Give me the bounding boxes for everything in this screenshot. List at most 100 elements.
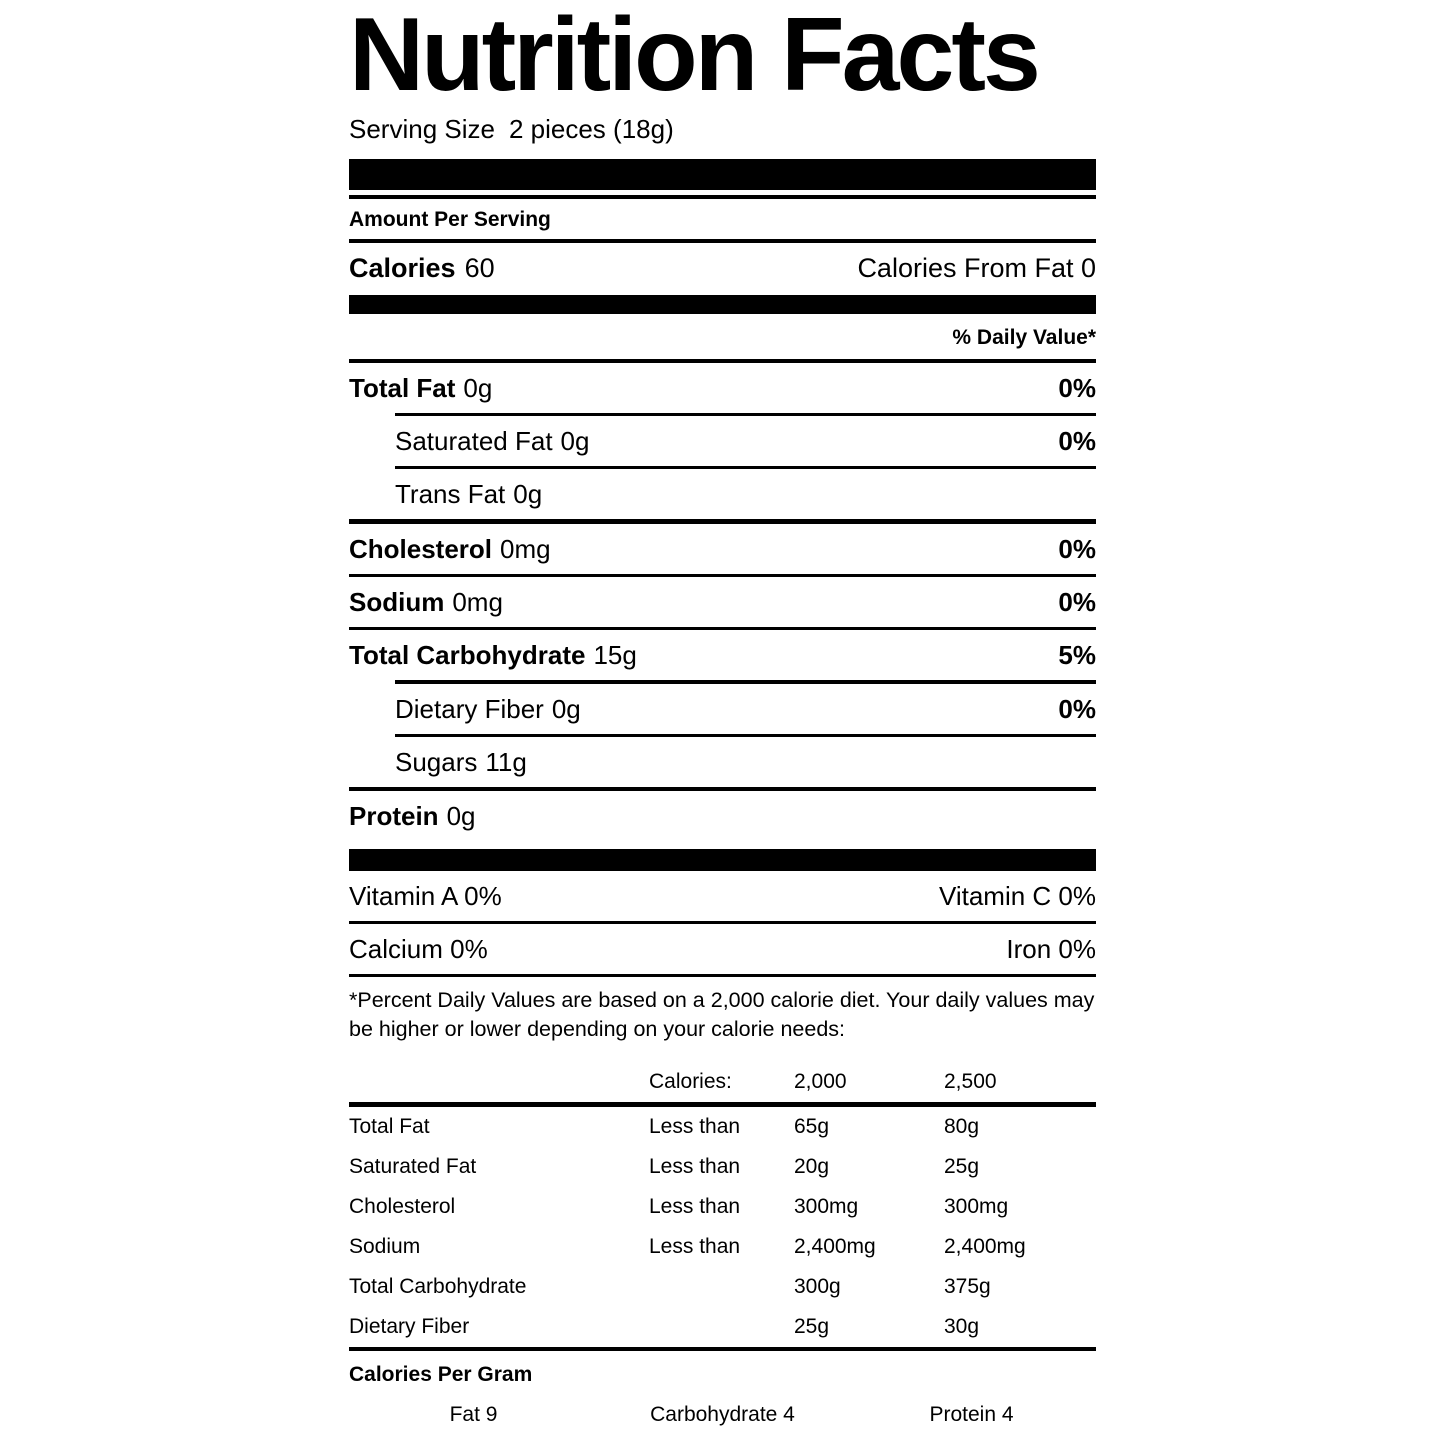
separator-rule (349, 973, 1096, 977)
calories-per-gram-values: Fat 9 Carbohydrate 4 Protein 4 (349, 1393, 1096, 1437)
nutrient-amount: 0mg (500, 533, 551, 564)
dv-row-name: Total Fat (349, 1114, 430, 1138)
dv-row-name: Saturated Fat (349, 1154, 477, 1178)
nutrient-amount: 0mg (452, 586, 503, 617)
nutrient-amount: 0g (560, 425, 590, 456)
nutrient-amount: 0g (513, 478, 543, 509)
amount-per-serving-header: Amount Per Serving (349, 207, 551, 231)
dv-row-qualifier: Less than (649, 1154, 741, 1178)
calories-left: Calories 60 (349, 253, 495, 284)
nutrient-row-total-carbohydrate: Total Carbohydrate 15g 5% (349, 630, 1096, 680)
vitamin-a-value: Vitamin A 0% (349, 880, 502, 911)
vitamin-row-calcium-iron: Calcium 0% Iron 0% (349, 924, 1096, 974)
dv-row-qualifier: Less than (649, 1234, 741, 1258)
vitamin-row-a-c: Vitamin A 0% Vitamin C 0% (349, 871, 1096, 921)
dv-row-2500: 2,400mg (944, 1234, 1026, 1258)
separator-rule (349, 194, 1096, 199)
iron-value: Iron 0% (1006, 933, 1096, 964)
nutrient-amount: 15g (593, 639, 637, 670)
serving-size: Serving Size 2 pieces (18g) (349, 114, 1096, 145)
serving-size-value: 2 pieces (18g) (508, 113, 674, 144)
nutrient-name: Protein (349, 800, 439, 831)
dv-row-2000: 300mg (794, 1194, 859, 1218)
dv-row-qualifier (649, 1307, 794, 1347)
calories-label: Calories (349, 252, 456, 283)
separator-rule (349, 786, 1096, 791)
calories-value: 60 (464, 252, 495, 283)
dv-row-qualifier: Less than (649, 1114, 741, 1138)
dv-row-name: Sodium (349, 1234, 421, 1258)
calories-from-fat: Calories From Fat 0 (857, 252, 1096, 283)
nutrient-name: Dietary Fiber (395, 693, 544, 724)
dv-table-body: Total Fat Less than 65g 80g Saturated Fa… (349, 1107, 1096, 1347)
dv-row-2500: 80g (944, 1114, 980, 1138)
nutrient-percent: 0% (1058, 693, 1096, 724)
separator-rule (349, 358, 1096, 363)
dv-row-2000: 2,400mg (794, 1234, 876, 1258)
dv-table-header-2000: 2,000 (794, 1069, 847, 1093)
cpg-carbohydrate: Carbohydrate 4 (650, 1402, 795, 1426)
separator-bar-thick (349, 158, 1096, 190)
dv-row-2500: 25g (944, 1154, 980, 1178)
nutrition-facts-label: Nutrition Facts Serving Size 2 pieces (18… (349, 0, 1096, 1437)
nutrient-percent: 5% (1058, 639, 1096, 670)
separator-rule (349, 626, 1096, 630)
daily-value-footnote: *Percent Daily Values are based on a 2,0… (349, 987, 1095, 1041)
dv-table-header-2500: 2,500 (944, 1069, 997, 1093)
separator-rule (349, 920, 1096, 924)
separator-rule-indented (395, 679, 1096, 684)
separator-rule (349, 573, 1096, 577)
nutrient-name: Total Carbohydrate (349, 639, 586, 670)
cpg-fat: Fat 9 (449, 1402, 498, 1426)
nutrient-row-trans-fat: Trans Fat 0g (349, 469, 1096, 519)
nutrient-name: Sugars (395, 746, 478, 777)
dv-table-header: Calories: 2,000 2,500 (349, 1062, 1096, 1102)
dv-row-2000: 300g (794, 1274, 841, 1298)
dv-table-header-calories: Calories: (649, 1069, 732, 1093)
nutrient-name: Total Fat (349, 372, 456, 403)
nutrient-percent: 0% (1058, 586, 1096, 617)
dv-table-header-empty (349, 1062, 649, 1102)
nutrient-row-sodium: Sodium 0mg 0% (349, 577, 1096, 627)
calories-row: Calories 60 Calories From Fat 0 (349, 243, 1096, 295)
separator-rule-thick (349, 518, 1096, 524)
daily-value-header: % Daily Value* (952, 325, 1096, 349)
separator-rule (349, 238, 1096, 243)
dv-row-2500: 300mg (944, 1194, 1009, 1218)
dv-row-name: Total Carbohydrate (349, 1274, 527, 1298)
dv-row-2000: 20g (794, 1154, 830, 1178)
dv-row-2000: 65g (794, 1114, 830, 1138)
nutrient-row-saturated-fat: Saturated Fat 0g 0% (349, 416, 1096, 466)
nutrient-percent: 0% (1058, 533, 1096, 564)
dv-row-name: Cholesterol (349, 1194, 456, 1218)
calories-per-gram-header: Calories Per Gram (349, 1362, 533, 1386)
nutrient-amount: 11g (485, 746, 527, 777)
vitamin-c-value: Vitamin C 0% (938, 880, 1096, 911)
label-title: Nutrition Facts (349, 0, 1041, 113)
calcium-value: Calcium 0% (349, 933, 488, 964)
dv-row-name: Dietary Fiber (349, 1314, 470, 1338)
dv-row-2000: 25g (794, 1314, 830, 1338)
nutrient-row-sugars: Sugars 11g (349, 737, 1096, 787)
separator-rule (349, 1346, 1096, 1351)
dv-row-2500: 375g (944, 1274, 991, 1298)
nutrient-name: Cholesterol (349, 533, 493, 564)
dv-row-qualifier: Less than (649, 1194, 741, 1218)
separator-rule-indented (395, 465, 1096, 469)
nutrient-name: Sodium (349, 586, 445, 617)
separator-bar-medium (349, 294, 1096, 314)
separator-rule-indented (395, 412, 1096, 416)
nutrient-percent: 0% (1058, 425, 1096, 456)
nutrient-amount: 0g (463, 372, 493, 403)
dv-row-2500: 30g (944, 1314, 980, 1338)
nutrient-row-protein: Protein 0g (349, 791, 1096, 841)
nutrient-name: Trans Fat (395, 478, 506, 509)
serving-size-label: Serving Size (349, 113, 495, 144)
separator-bar-medium (349, 848, 1096, 871)
cpg-protein: Protein 4 (929, 1402, 1014, 1426)
separator-rule-thick (349, 1101, 1096, 1107)
nutrient-amount: 0g (551, 693, 581, 724)
separator-rule-indented (395, 733, 1096, 737)
nutrient-row-total-fat: Total Fat 0g 0% (349, 363, 1096, 413)
nutrient-percent: 0% (1058, 372, 1096, 403)
